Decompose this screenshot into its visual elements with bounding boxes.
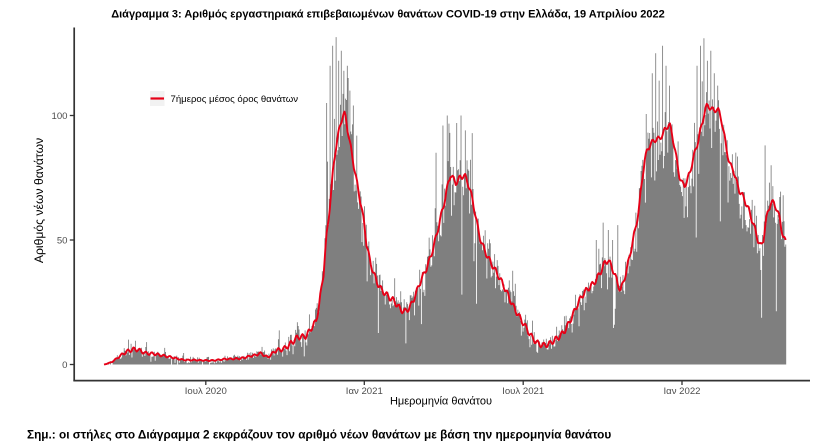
svg-text:Ιουλ 2020: Ιουλ 2020 bbox=[185, 386, 227, 397]
svg-text:Σημ.: οι στήλες στο Διάγραμμα: Σημ.: οι στήλες στο Διάγραμμα 2 εκφράζου… bbox=[27, 428, 611, 442]
svg-text:0: 0 bbox=[62, 360, 67, 371]
svg-text:Ιουλ 2021: Ιουλ 2021 bbox=[502, 386, 544, 397]
svg-text:7ήμερος μέσος όρος θανάτων: 7ήμερος μέσος όρος θανάτων bbox=[171, 94, 299, 105]
svg-text:100: 100 bbox=[51, 111, 67, 122]
svg-text:Ημερομηνία θανάτου: Ημερομηνία θανάτου bbox=[390, 396, 492, 408]
svg-text:Ιαν 2021: Ιαν 2021 bbox=[346, 386, 383, 397]
svg-text:Ιαν 2022: Ιαν 2022 bbox=[663, 386, 700, 397]
svg-text:50: 50 bbox=[57, 236, 68, 247]
svg-text:Διάγραμμα 3: Αριθμός εργαστηρι: Διάγραμμα 3: Αριθμός εργαστηριακά επιβεβ… bbox=[111, 8, 665, 20]
svg-text:Αριθμός νέων θανάτων: Αριθμός νέων θανάτων bbox=[32, 138, 46, 263]
